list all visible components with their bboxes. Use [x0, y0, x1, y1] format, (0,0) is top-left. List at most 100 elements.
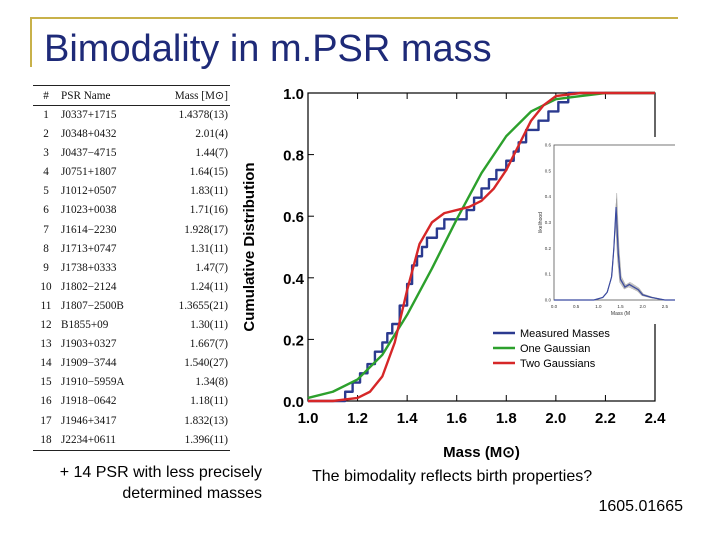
row-mass: 1.928(17)	[184, 223, 228, 236]
note-right: The bimodality reflects birth properties…	[312, 468, 593, 485]
row-index: 11	[40, 299, 52, 312]
row-psr-name: J1738+0333	[61, 261, 117, 274]
x-tick-label: 1.0	[298, 410, 319, 427]
row-psr-name: J0337+1715	[61, 109, 117, 121]
row-psr-name: J1713+0747	[61, 242, 117, 255]
inset-x-tick-label: 1.5	[617, 304, 624, 309]
y-tick-label: 0.2	[283, 332, 304, 349]
row-mass: 1.24(11)	[190, 280, 228, 293]
row-psr-name: J1802−2124	[61, 280, 117, 293]
series-line-measured-masses	[308, 91, 655, 403]
row-psr-name: J1807−2500B	[61, 299, 124, 312]
table-row: 5 J1012+0507 1.83(11)	[33, 182, 230, 201]
y-tick-label: 0.0	[283, 394, 304, 411]
row-index: 13	[40, 338, 52, 351]
table-row: 14 J1909−3744 1.540(27)	[33, 354, 230, 373]
arxiv-reference: 1605.01665	[598, 498, 683, 515]
row-psr-name: J1910−5959A	[61, 376, 125, 389]
row-index: 9	[43, 261, 49, 274]
row-psr-name: J1909−3744	[61, 357, 117, 370]
series-line-two-gaussians	[308, 91, 655, 403]
table-row: 11 J1807−2500B 1.3655(21)	[33, 297, 230, 316]
table-row: 9 J1738+0333 1.47(7)	[33, 259, 230, 278]
row-mass: 1.30(11)	[190, 319, 228, 332]
row-index: 1	[43, 109, 49, 121]
row-mass: 1.34(8)	[195, 376, 228, 389]
row-psr-name: B1855+09	[61, 319, 109, 332]
x-tick-label: 1.8	[496, 410, 517, 427]
frame-left-rule	[30, 17, 32, 67]
y-axis-label: Cumulative Distribution	[241, 162, 258, 331]
inset-y-tick-label: 0.2	[545, 246, 552, 251]
inset-y-tick-label: 0.1	[545, 272, 552, 277]
inset-y-axis-label: likelihood	[538, 212, 544, 233]
x-tick-label: 2.4	[645, 410, 667, 427]
header-psr-name: PSR Name	[59, 85, 152, 106]
row-psr-name: J2234+0611	[59, 430, 152, 451]
row-mass: 1.47(7)	[195, 261, 228, 274]
row-index: 4	[43, 166, 49, 179]
table-row: 12 B1855+09 1.30(11)	[33, 316, 230, 335]
inset-likelihood-chart: 0.00.51.01.52.02.53.00.00.10.20.30.40.50…	[538, 137, 675, 324]
x-tick-label: 2.2	[595, 410, 616, 427]
row-psr-name: J1614−2230	[61, 223, 117, 236]
y-tick-label: 0.8	[283, 148, 304, 165]
row-mass: 2.01(4)	[195, 128, 228, 141]
row-psr-name: J1903+0327	[61, 338, 117, 351]
row-psr-name: J0348+0432	[61, 128, 117, 141]
legend-label: One Gaussian	[520, 343, 590, 355]
table-row: 16 J1918−0642 1.18(11)	[33, 392, 230, 411]
table-row: 1 J0337+1715 1.4378(13)	[33, 106, 230, 126]
row-mass: 1.71(16)	[189, 204, 228, 217]
y-tick-label: 0.4	[283, 271, 305, 288]
inset-y-tick-label: 0.4	[545, 194, 552, 199]
frame-top-rule	[30, 17, 678, 19]
inset-x-tick-label: 1.0	[595, 304, 602, 309]
inset-mean-curve	[554, 206, 675, 301]
row-mass: 1.396(11)	[151, 430, 230, 451]
psr-mass-table: # PSR Name Mass [M⊙] 1 J0337+1715 1.4378(1…	[33, 85, 230, 451]
row-psr-name: J1918−0642	[61, 395, 117, 408]
table-row: 18 J2234+0611 1.396(11)	[33, 430, 230, 451]
page-title: Bimodality in m.PSR mass	[44, 28, 492, 70]
row-index: 17	[40, 414, 52, 427]
row-index: 16	[40, 395, 52, 408]
x-axis-label: Mass (M⊙)	[443, 444, 520, 461]
row-mass: 1.83(11)	[190, 185, 228, 198]
table-row: 17 J1946+3417 1.832(13)	[33, 412, 230, 431]
table-row: 3 J0437−4715 1.44(7)	[33, 144, 230, 163]
x-tick-label: 1.6	[446, 410, 467, 427]
row-mass: 1.4378(13)	[178, 109, 228, 121]
row-psr-name: J1023+0038	[61, 204, 117, 217]
inset-x-tick-label: 2.0	[640, 304, 647, 309]
inset-y-tick-label: 0.6	[545, 143, 552, 148]
inset-plot-frame	[553, 144, 675, 301]
inset-y-tick-label: 0.0	[545, 298, 552, 303]
row-index: 7	[43, 223, 49, 236]
row-index: 12	[40, 319, 52, 332]
table-header-row: # PSR Name Mass [M⊙]	[33, 85, 230, 106]
table-row: 2 J0348+0432 2.01(4)	[33, 125, 230, 144]
row-psr-name: J1946+3417	[61, 414, 117, 427]
row-mass: 1.3655(21)	[178, 299, 228, 312]
row-mass: 1.540(27)	[184, 357, 228, 370]
table-row: 13 J1903+0327 1.667(7)	[33, 335, 230, 354]
row-index: 2	[43, 128, 49, 141]
x-tick-label: 1.2	[347, 410, 368, 427]
table-row: 7 J1614−2230 1.928(17)	[33, 221, 230, 240]
row-mass: 1.64(15)	[189, 166, 228, 179]
y-tick-label: 1.0	[283, 86, 304, 103]
header-index: #	[33, 85, 59, 106]
inset-x-axis-label: Mass (M	[611, 311, 630, 317]
inset-y-tick-label: 0.5	[545, 168, 552, 173]
row-psr-name: J0437−4715	[61, 147, 117, 160]
row-mass: 1.832(13)	[184, 414, 228, 427]
table-row: 10 J1802−2124 1.24(11)	[33, 278, 230, 297]
inset-x-tick-label: 0.0	[551, 304, 558, 309]
row-index: 18	[33, 430, 59, 451]
table-row: 8 J1713+0747 1.31(11)	[33, 240, 230, 259]
inset-y-tick-label: 0.3	[545, 220, 552, 225]
row-psr-name: J0751+1807	[61, 166, 117, 179]
row-mass: 1.18(11)	[190, 395, 228, 408]
cumulative-distribution-chart: 1.0 1.2 1.4 1.6 1.8 2.0 2.2 2.4 0.0 0.2 0.4 0.6 0.8 1…	[241, 86, 675, 461]
